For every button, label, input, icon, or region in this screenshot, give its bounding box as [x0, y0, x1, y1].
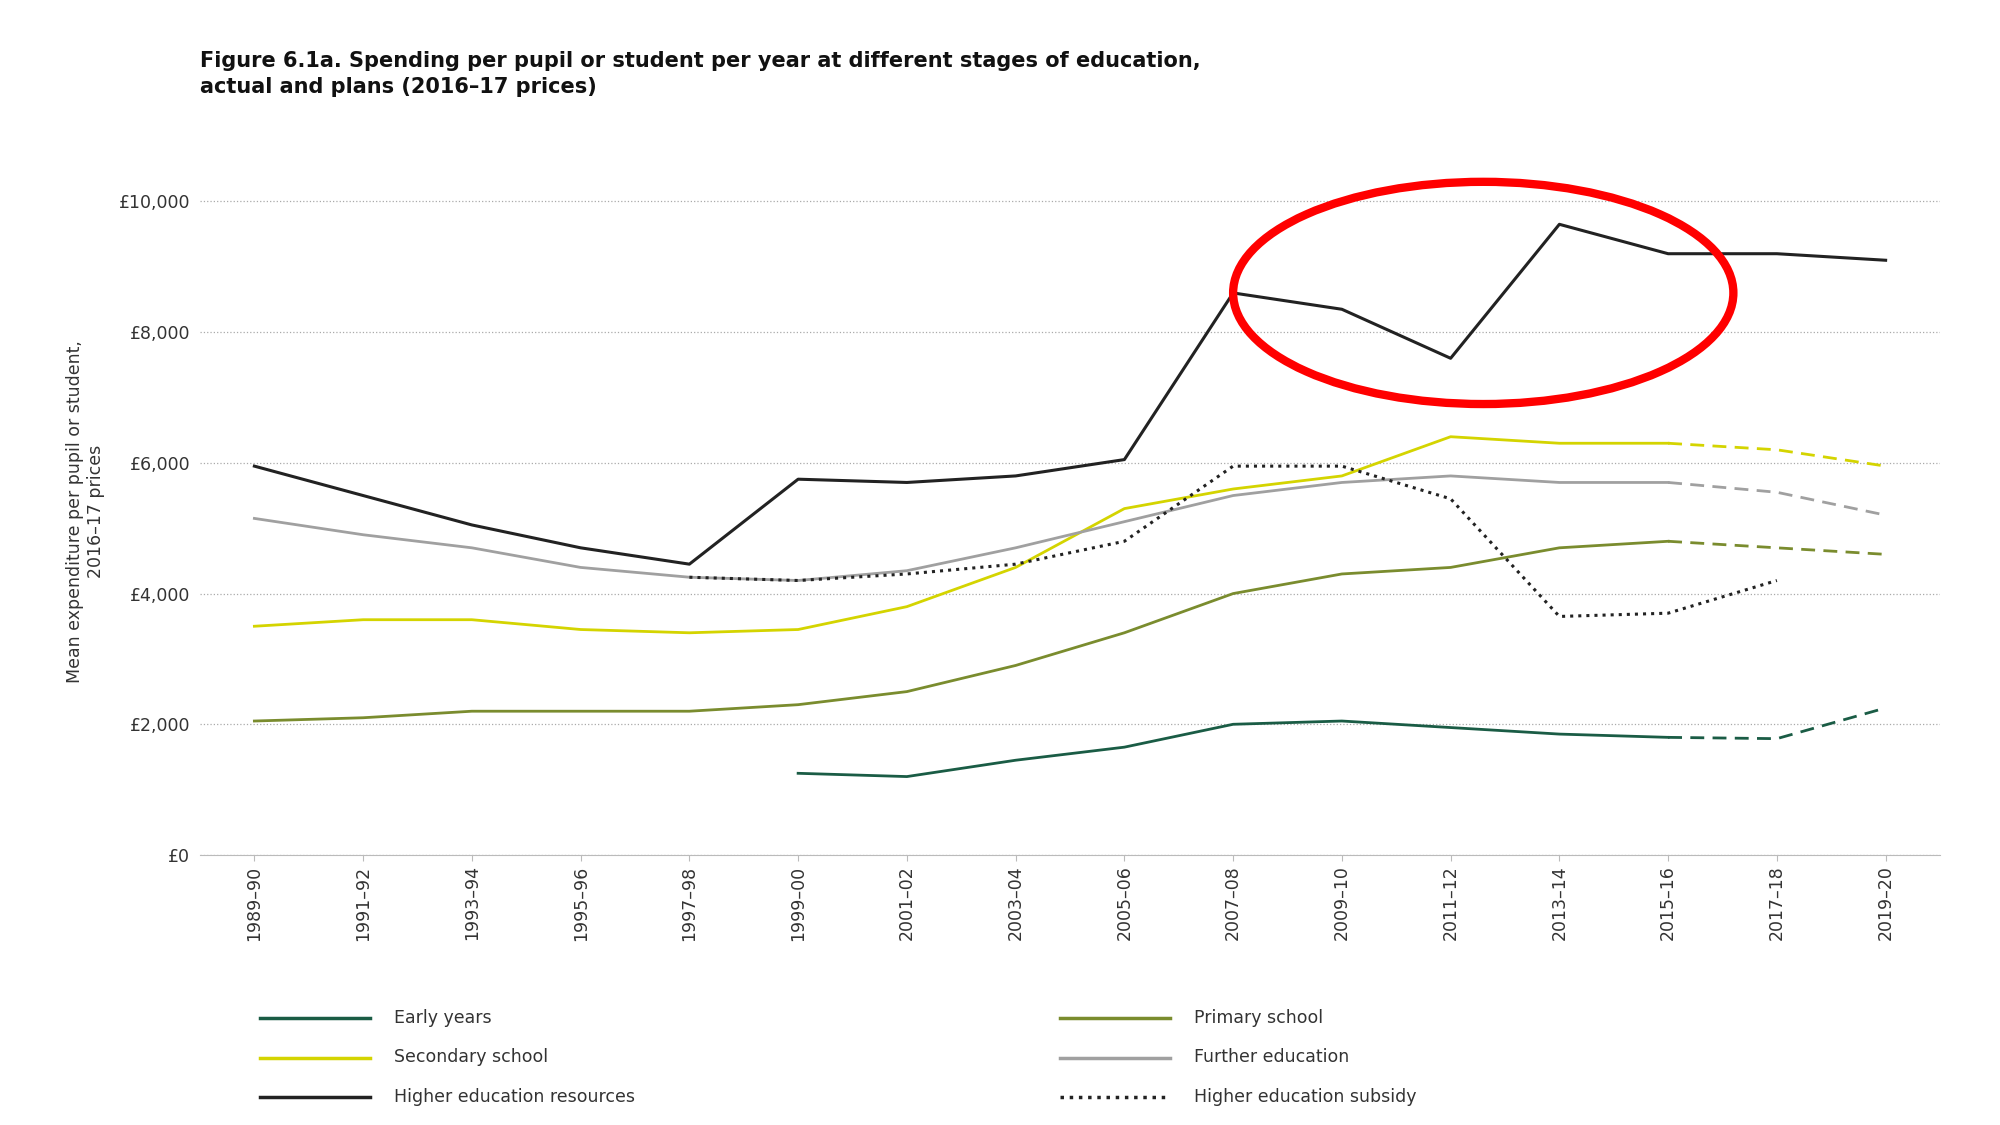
Text: Primary school: Primary school: [1194, 1009, 1324, 1027]
Text: Secondary school: Secondary school: [394, 1048, 548, 1066]
Text: Higher education resources: Higher education resources: [394, 1088, 636, 1106]
Text: Higher education subsidy: Higher education subsidy: [1194, 1088, 1416, 1106]
Text: Early years: Early years: [394, 1009, 492, 1027]
Y-axis label: Mean expenditure per pupil or student,
2016–17 prices: Mean expenditure per pupil or student, 2…: [66, 341, 104, 683]
Text: Figure 6.1a. Spending per pupil or student per year at different stages of educa: Figure 6.1a. Spending per pupil or stude…: [200, 51, 1200, 97]
Text: Further education: Further education: [1194, 1048, 1350, 1066]
